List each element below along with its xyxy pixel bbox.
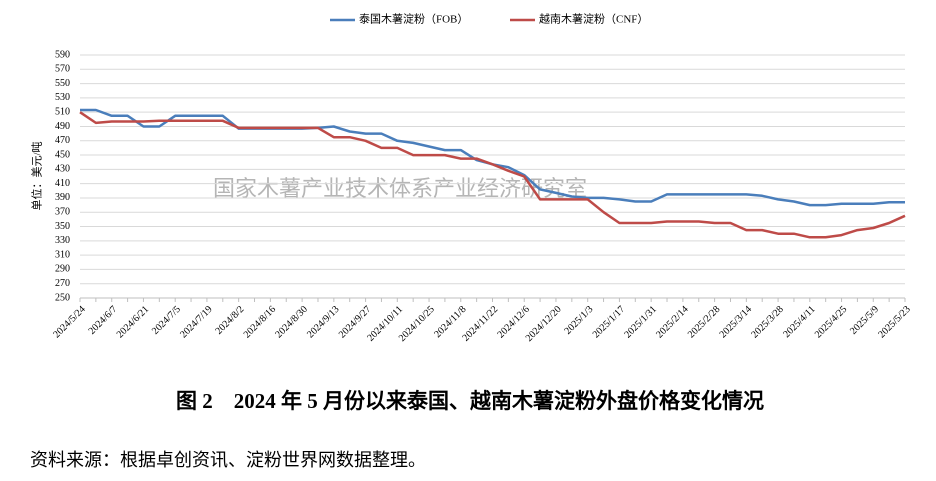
y-tick-label: 510 xyxy=(55,106,70,117)
y-tick-label: 550 xyxy=(55,78,70,89)
caption: 图 2 2024 年 5 月份以来泰国、越南木薯淀粉外盘价格变化情况 xyxy=(176,389,764,413)
x-tick-label: 2025/2/28 xyxy=(686,304,722,340)
x-tick-label: 2024/6/21 xyxy=(115,304,151,340)
y-tick-label: 370 xyxy=(55,207,70,218)
y-tick-label: 590 xyxy=(55,49,70,60)
y-tick-label: 490 xyxy=(55,121,70,132)
x-tick-label: 2025/4/25 xyxy=(813,304,849,340)
y-tick-label: 390 xyxy=(55,192,70,203)
x-tick-label: 2024/9/13 xyxy=(305,304,341,340)
legend-label: 越南木薯淀粉（CNF） xyxy=(539,12,648,26)
y-tick-label: 330 xyxy=(55,235,70,246)
y-tick-label: 270 xyxy=(55,278,70,289)
x-tick-label: 2024/7/19 xyxy=(178,304,214,340)
x-tick-label: 2025/5/23 xyxy=(876,304,912,340)
y-axis-label: 单位：美元/吨 xyxy=(30,141,44,210)
x-tick-label: 2025/2/14 xyxy=(654,304,690,340)
x-tick-label: 2024/5/24 xyxy=(51,304,87,340)
y-tick-label: 250 xyxy=(55,292,70,303)
line-series xyxy=(79,111,906,239)
source-note: 资料来源：根据卓创资讯、淀粉世界网数据整理。 xyxy=(30,450,426,471)
y-tick-label: 350 xyxy=(55,221,70,232)
x-tick-label: 2025/4/11 xyxy=(781,304,817,340)
x-tick-label: 2025/1/31 xyxy=(622,304,658,340)
y-tick-label: 290 xyxy=(55,264,70,275)
y-tick-label: 470 xyxy=(55,135,70,146)
x-tick-label: 2025/1/17 xyxy=(591,304,627,340)
y-tick-label: 570 xyxy=(55,64,70,75)
y-tick-label: 430 xyxy=(55,164,70,175)
legend-label: 泰国木薯淀粉（FOB） xyxy=(359,12,468,26)
x-tick-label: 2024/8/30 xyxy=(273,304,309,340)
y-tick-label: 450 xyxy=(55,149,70,160)
x-tick-label: 2025/3/14 xyxy=(718,304,754,340)
x-tick-label: 2025/3/28 xyxy=(749,304,785,340)
y-tick-label: 530 xyxy=(55,92,70,103)
y-tick-label: 310 xyxy=(55,249,70,260)
y-tick-label: 410 xyxy=(55,178,70,189)
x-tick-label: 2024/8/16 xyxy=(242,304,278,340)
